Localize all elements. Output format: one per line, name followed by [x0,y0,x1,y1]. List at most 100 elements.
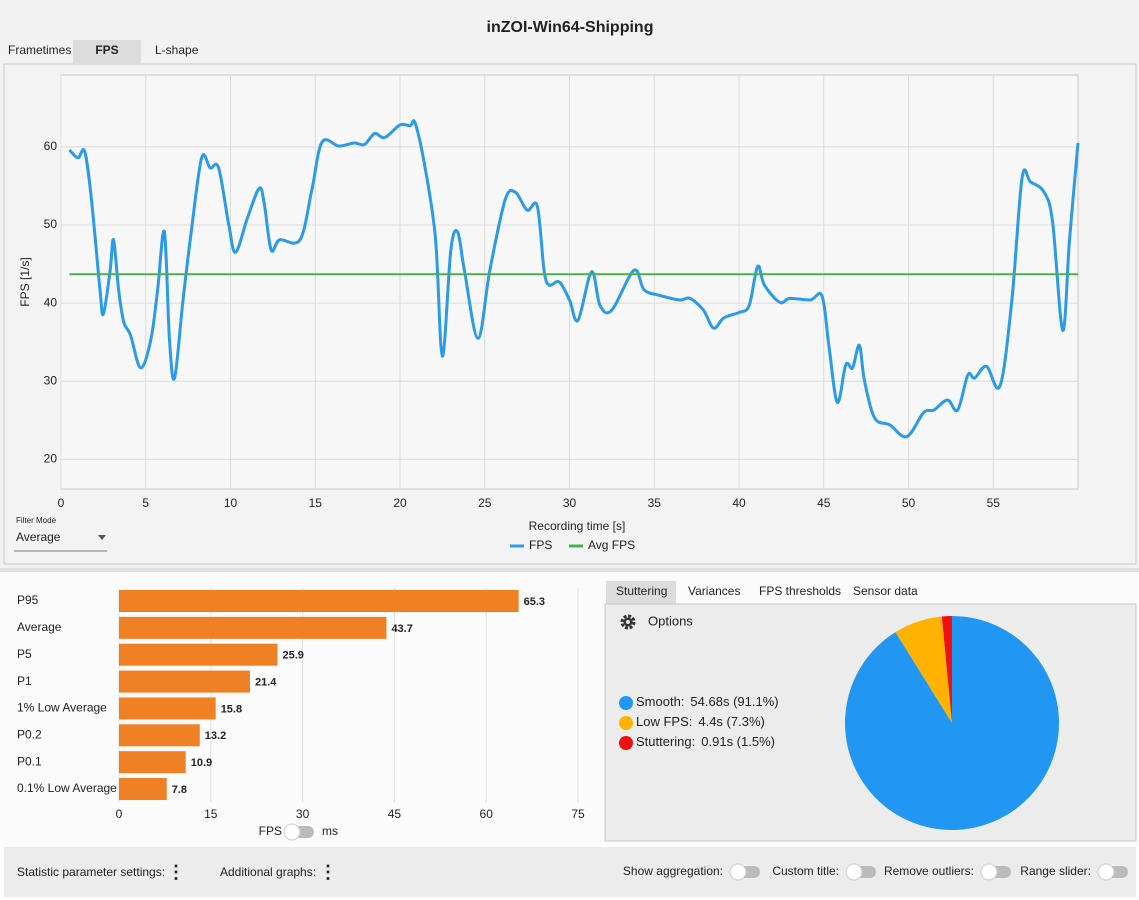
bar-category: P5 [17,647,32,661]
y-tick-label: 60 [44,139,58,153]
footer-label: Range slider: [1020,864,1091,878]
tab[interactable]: Frametimes [8,43,71,57]
footer-label: Remove outliers: [884,864,974,878]
legend-label: FPS [529,538,552,552]
side-tab[interactable]: Sensor data [853,584,918,598]
x-tick-label: 55 [987,496,1001,510]
bar-value-label: 43.7 [391,623,412,635]
bar [119,670,250,693]
footer-label: Show aggregation: [623,864,723,878]
x-tick-label: 50 [902,496,916,510]
dropdown-arrow [98,535,106,540]
x-tick-label: 60 [480,807,494,821]
toggle-knob [1097,863,1115,881]
gear-icon[interactable] [620,614,636,630]
menu-dots[interactable]: ⋮ [167,862,185,882]
x-tick-label: 40 [732,496,746,510]
series-line [68,119,1080,439]
legend-value: 0.91s (1.5%) [701,734,775,749]
x-tick-label: 0 [58,496,65,510]
tab-active [73,40,141,63]
tab[interactable]: FPS [95,43,118,57]
toggle-knob [729,863,747,881]
bar [119,697,216,720]
y-tick-label: 30 [44,373,58,387]
y-tick-label: 20 [44,451,58,465]
x-tick-label: 25 [478,496,492,510]
window-title: inZOI-Win64-Shipping [487,19,654,36]
legend-dot [619,696,633,710]
side-tab[interactable]: FPS thresholds [759,584,841,598]
bar [119,590,519,612]
x-tick-label: 20 [393,496,407,510]
legend-label: Avg FPS [588,538,635,552]
filter-label: Filter Mode [16,516,57,525]
x-tick-label: 15 [309,496,323,510]
x-axis-label: Recording time [s] [529,519,626,533]
y-tick-label: 40 [44,295,58,309]
footer-label: Statistic parameter settings: [17,865,165,879]
pie-slice [941,616,952,723]
x-tick-label: 35 [648,496,662,510]
legend-value: 4.4s (7.3%) [698,714,764,729]
side-tab[interactable]: Stuttering [616,584,667,598]
unit-right: ms [322,824,338,838]
legend-dot [619,736,633,750]
x-tick-label: 75 [571,807,585,821]
bar-category: Average [17,620,62,634]
x-tick-label: 45 [817,496,831,510]
x-tick-label: 5 [142,496,149,510]
x-tick-label: 0 [116,807,123,821]
legend-name: Stuttering: [636,734,695,749]
toggle-knob [283,823,301,841]
bar-category: P1 [17,674,32,688]
bar [119,724,200,747]
bar-value-label: 15.8 [221,703,242,715]
x-tick-label: 30 [296,807,310,821]
x-tick-label: 30 [563,496,577,510]
bar-category: P95 [17,593,39,607]
bar-value-label: 10.9 [191,757,212,769]
menu-dots[interactable]: ⋮ [319,862,337,882]
bar-value-label: 25.9 [283,650,304,662]
legend-value: 54.68s (91.1%) [690,694,778,709]
y-axis-label: FPS [1/s] [18,257,32,306]
bar-value-label: 13.2 [205,730,226,742]
pie-slice [844,616,1059,830]
bar-value-label: 65.3 [524,596,545,608]
legend-name: Low FPS: [636,714,692,729]
filter-value[interactable]: Average [16,530,61,544]
toggle-knob [845,863,863,881]
toggle-knob [980,863,998,881]
unit-left: FPS [259,824,282,838]
footer-label: Additional graphs: [220,865,316,879]
legend-label: Smooth: 54.68s (91.1%) [636,694,779,709]
bar-category: P0.2 [17,727,42,741]
legend-label: Stuttering: 0.91s (1.5%) [636,734,775,749]
bar-category: 0.1% Low Average [17,781,117,795]
bar [119,778,167,801]
tab[interactable]: L-shape [155,43,199,57]
pie-slice [895,616,952,723]
bar-category: 1% Low Average [17,701,107,715]
bar [119,616,387,639]
x-tick-label: 45 [388,807,402,821]
tab-active [606,581,676,604]
bar [119,751,186,774]
x-tick-label: 15 [204,807,218,821]
x-tick-label: 10 [224,496,238,510]
legend-name: Smooth: [636,694,684,709]
splitter [0,568,1139,572]
options[interactable]: Options [648,613,693,628]
footer-label: Custom title: [772,864,839,878]
bar-value-label: 21.4 [255,676,277,688]
legend-label: Low FPS: 4.4s (7.3%) [636,714,765,729]
bar-value-label: 7.8 [172,784,187,796]
legend-dot [619,716,633,730]
footer [4,847,1136,897]
side-tab[interactable]: Variances [688,584,740,598]
bar-category: P0.1 [17,754,42,768]
bar [119,643,278,666]
